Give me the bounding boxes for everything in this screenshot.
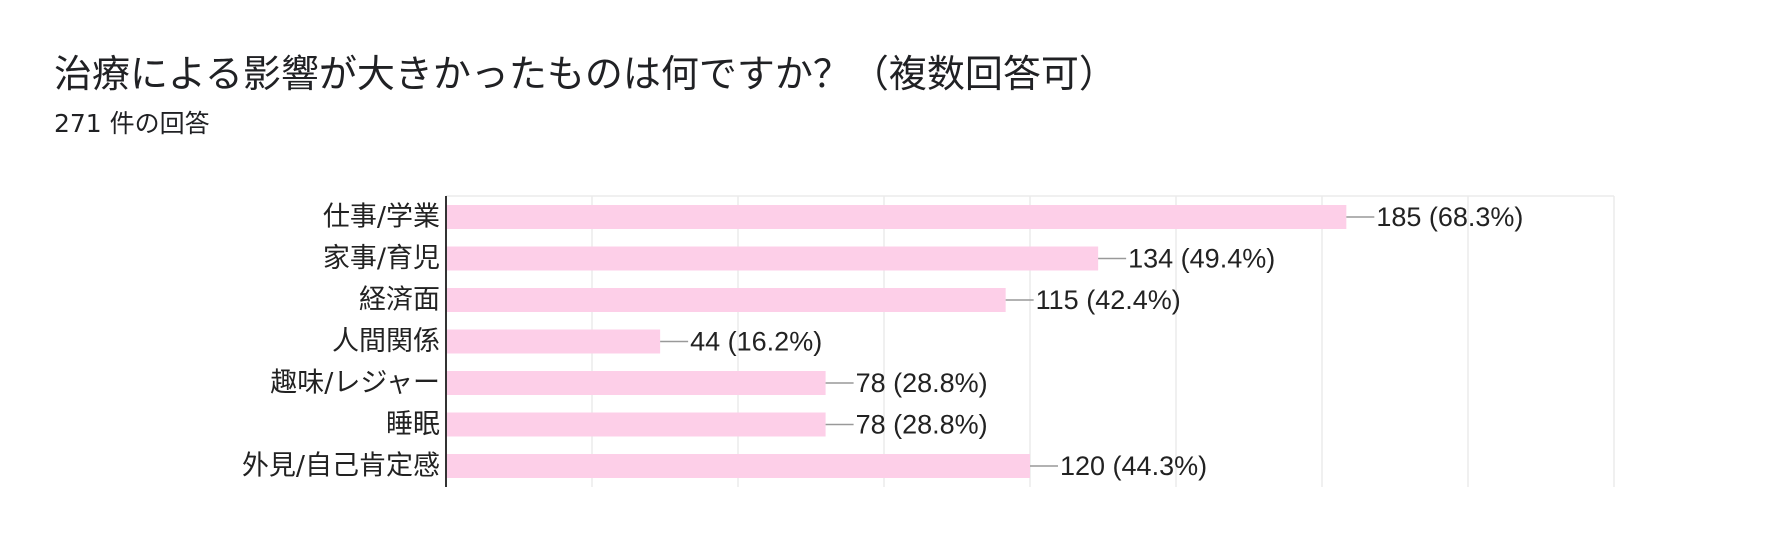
bar: [446, 288, 1006, 312]
gridlines: [446, 195, 1615, 487]
bar: [446, 454, 1030, 478]
category-label: 趣味/レジャー: [270, 368, 440, 399]
category-label: 人間関係: [332, 326, 440, 357]
value-label: 78 (28.8%): [856, 410, 988, 440]
response-count: 271 件の回答: [54, 109, 210, 138]
category-label: 経済面: [359, 285, 440, 316]
value-label: 134 (49.4%): [1128, 244, 1275, 274]
category-label: 家事/育児: [323, 243, 440, 274]
value-labels: 185 (68.3%) 134 (49.4%) 115 (42.4%) 44 (16.…: [690, 202, 1523, 481]
bar: [446, 205, 1347, 229]
chart-title: 治療による影響が大きかったものは何ですか？（複数回答可）: [54, 52, 1117, 96]
category-label: 仕事/学業: [323, 202, 440, 233]
category-label: 睡眠: [386, 409, 440, 440]
value-label: 115 (42.4%): [1036, 285, 1181, 315]
bar: [446, 412, 826, 437]
bar: [446, 329, 661, 354]
value-label: 120 (44.3%): [1060, 451, 1207, 481]
leader-lines: [660, 216, 1375, 467]
bar: [446, 246, 1099, 271]
value-label: 44 (16.2%): [690, 327, 822, 357]
bar: [446, 371, 826, 395]
bars: [446, 205, 1347, 478]
category-label: 外見/自己肯定感: [242, 451, 440, 482]
value-label: 78 (28.8%): [856, 368, 988, 398]
value-label: 185 (68.3%): [1376, 202, 1523, 232]
